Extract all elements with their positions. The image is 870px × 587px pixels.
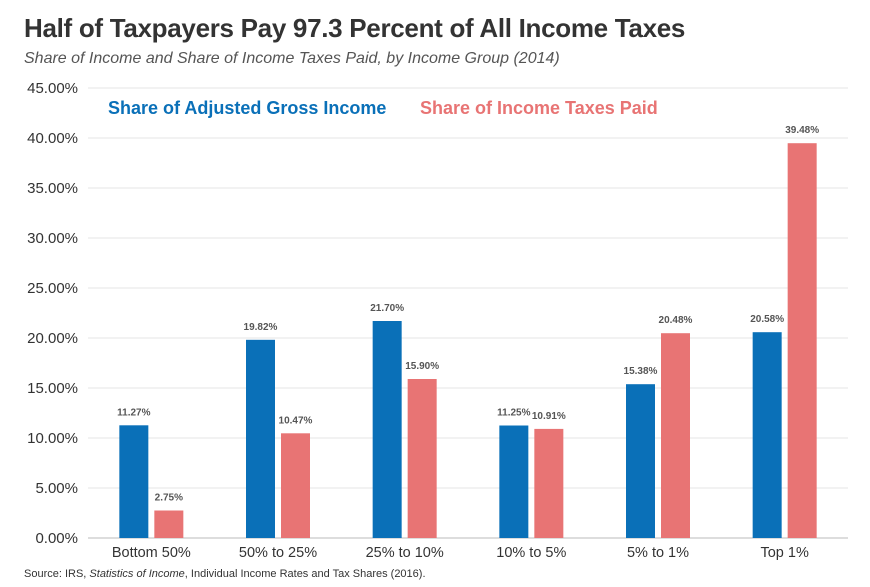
data-label: 39.48%: [785, 125, 819, 136]
bar-agi-share: [626, 384, 655, 538]
source-italic: Statistics of Income: [89, 568, 185, 580]
data-label: 15.90%: [405, 361, 439, 372]
bar-tax-share: [534, 428, 564, 538]
y-tick-label: 20.00%: [27, 330, 78, 347]
x-category-label: 5% to 1%: [627, 545, 689, 561]
data-label: 21.70%: [370, 303, 404, 314]
bar-tax-share: [787, 143, 817, 538]
data-label: 11.25%: [497, 408, 530, 419]
data-label: 20.48%: [659, 315, 693, 326]
y-tick-label: 25.00%: [27, 280, 78, 297]
y-tick-label: 5.00%: [35, 480, 78, 497]
x-category-label: Top 1%: [760, 545, 808, 561]
y-tick-label: 45.00%: [27, 80, 78, 97]
chart-title: Half of Taxpayers Pay 97.3 Percent of Al…: [24, 13, 686, 43]
source-note: Source: IRS, Statistics of Income, Indiv…: [24, 568, 426, 580]
data-label: 10.91%: [532, 411, 566, 422]
gridlines: [88, 87, 848, 539]
bar-agi-share: [372, 321, 402, 538]
legend-tax-share: Share of Income Taxes Paid: [420, 98, 658, 118]
x-category-label: 10% to 5%: [496, 545, 566, 561]
data-label: 19.82%: [244, 322, 278, 333]
bar-agi-share: [246, 339, 275, 538]
source-suffix: , Individual Income Rates and Tax Shares…: [184, 568, 426, 580]
y-tick-label: 40.00%: [27, 130, 78, 147]
y-axis-ticks: 0.00% 5.00% 10.00% 15.00% 20.00% 25.00% 30.00%…: [27, 80, 78, 547]
bar-agi-share: [752, 332, 782, 538]
data-label: 10.47%: [279, 415, 313, 426]
data-label: 2.75%: [155, 493, 183, 504]
y-tick-label: 10.00%: [27, 430, 78, 447]
bar-tax-share: [154, 510, 184, 538]
y-tick-label: 0.00%: [35, 530, 78, 547]
bar-tax-share: [281, 433, 310, 538]
y-tick-label: 30.00%: [27, 230, 78, 247]
x-axis-categories: Bottom 50% 50% to 25% 25% to 10% 10% to 5% 5…: [112, 545, 809, 561]
bars: [119, 143, 817, 538]
data-label: 20.58%: [750, 314, 784, 325]
legend-agi-share: Share of Adjusted Gross Income: [108, 98, 386, 118]
bar-agi-share: [499, 425, 529, 538]
source-prefix: Source: IRS,: [24, 568, 90, 580]
bar-agi-share: [119, 425, 149, 538]
x-category-label: Bottom 50%: [112, 545, 191, 561]
chart-subtitle: Share of Income and Share of Income Taxe…: [24, 50, 560, 67]
data-labels: 11.27% 2.75% 19.82% 10.47% 21.70% 15.90% 11.25…: [117, 125, 819, 503]
x-category-label: 50% to 25%: [239, 545, 317, 561]
bar-tax-share: [661, 333, 690, 538]
y-tick-label: 15.00%: [27, 380, 78, 397]
legend: Share of Adjusted Gross Income Share of I…: [108, 98, 658, 118]
y-tick-label: 35.00%: [27, 180, 78, 197]
x-category-label: 25% to 10%: [366, 545, 444, 561]
bar-tax-share: [407, 379, 437, 538]
data-label: 11.27%: [117, 407, 150, 418]
data-label: 15.38%: [624, 366, 658, 377]
